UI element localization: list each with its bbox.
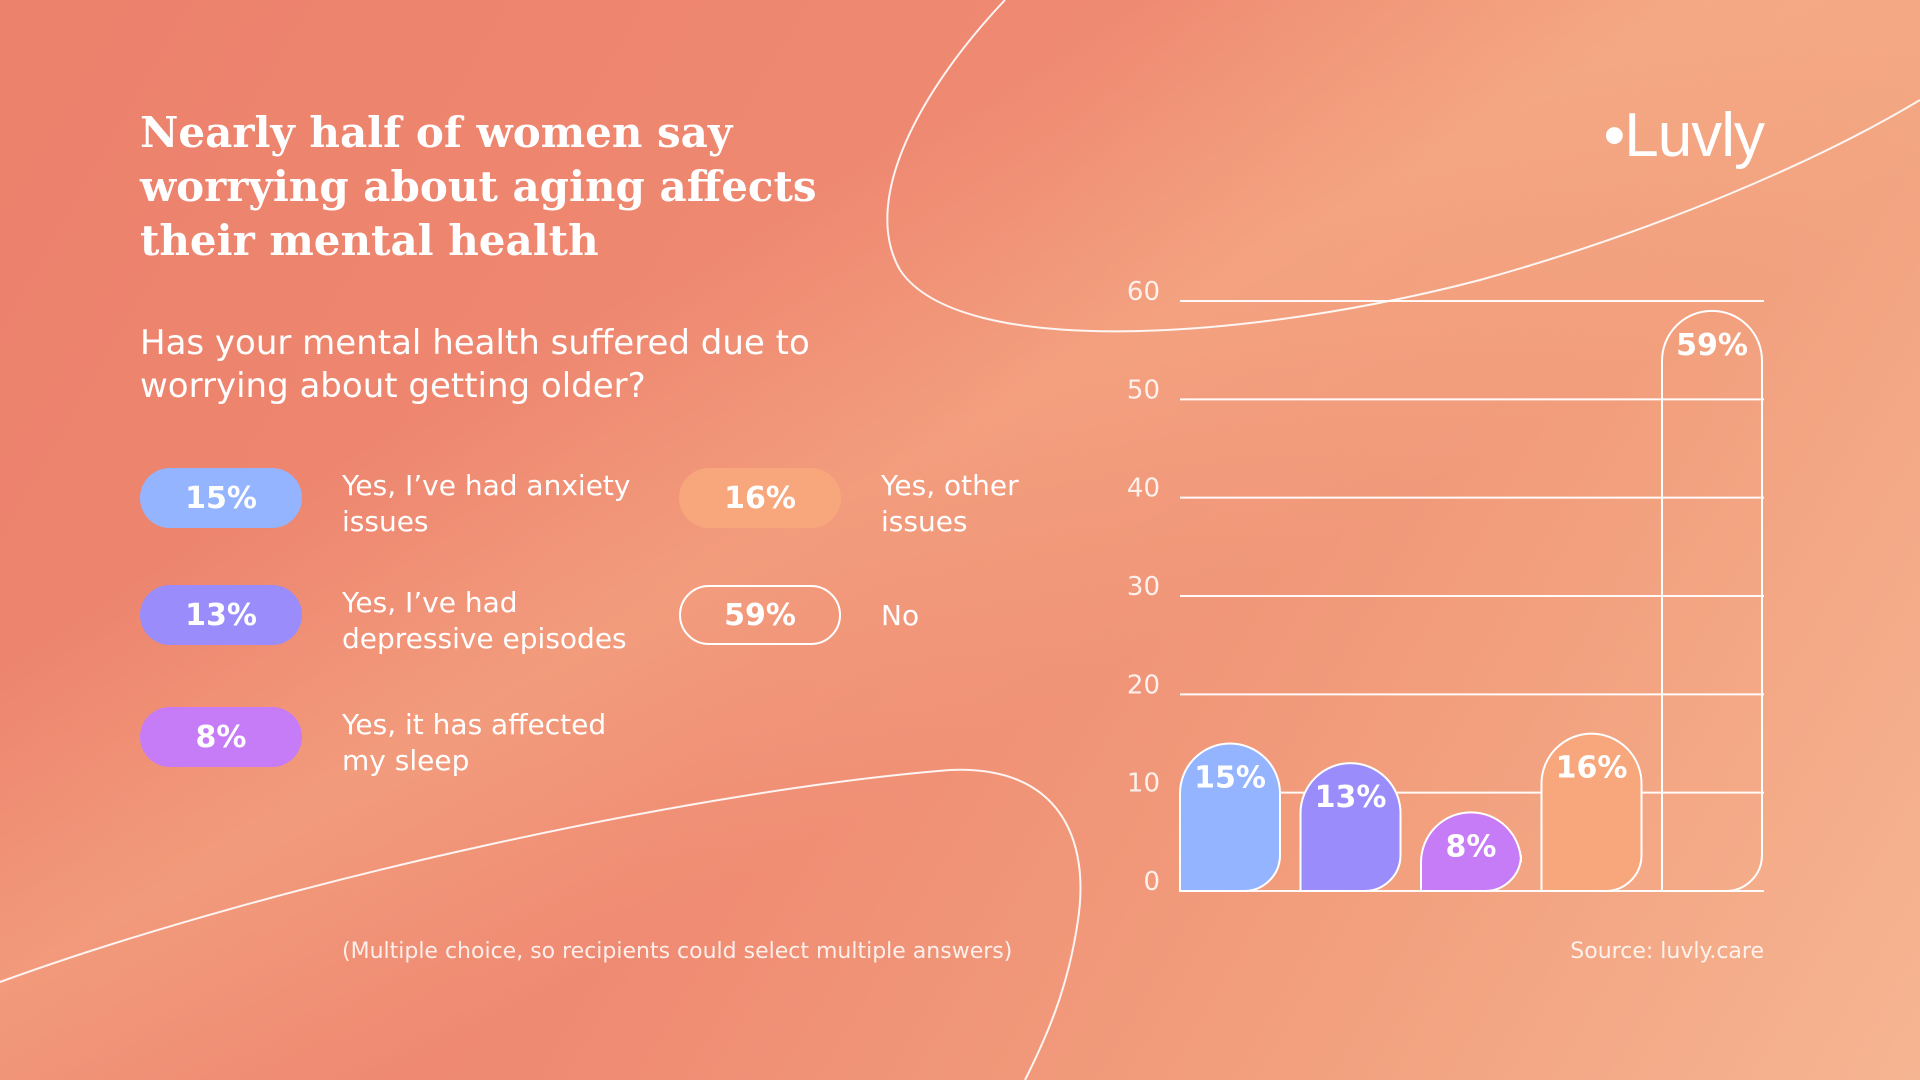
bar-label-4: 59%: [1676, 328, 1748, 363]
y-tick-label-50: 50: [1127, 375, 1160, 405]
survey-question: Has your mental health suffered due to w…: [140, 323, 810, 406]
legend-label-anxiety: Yes, I’ve had anxiety issues: [342, 469, 631, 538]
legend-label-no: No: [881, 599, 920, 632]
bar-chart: 0 10 20 30 40 50 60 15% 13% 8% 16% 59%: [1127, 277, 1764, 897]
bar-3: [1540, 732, 1643, 892]
legend-pill-other: 16%: [679, 468, 841, 528]
y-tick-label-60: 60: [1127, 277, 1160, 307]
legend-pill-sleep: 8%: [140, 707, 302, 767]
bar-label-1: 13%: [1315, 780, 1387, 815]
source-credit: Source: luvly.care: [1570, 939, 1764, 964]
y-tick-label-40: 40: [1127, 474, 1160, 504]
legend-label-sleep: Yes, it has affected my sleep: [342, 708, 607, 777]
bar-1: [1299, 762, 1402, 892]
footnote: (Multiple choice, so recipients could se…: [342, 939, 1013, 964]
legend-pill-depressive: 13%: [140, 585, 302, 645]
bar-label-2: 8%: [1446, 829, 1497, 864]
y-tick-label-0: 0: [1143, 867, 1160, 897]
y-tick-label-20: 20: [1127, 670, 1160, 700]
legend-label-depressive: Yes, I’ve had depressive episodes: [342, 586, 627, 655]
luvly-logo: •Luvly: [1603, 101, 1765, 170]
bar-label-0: 15%: [1194, 761, 1266, 796]
legend-pill-no: 59%: [679, 585, 841, 645]
page-title: Nearly half of women say worrying about …: [140, 108, 817, 265]
y-tick-label-30: 30: [1127, 572, 1160, 602]
y-tick-label-10: 10: [1127, 769, 1160, 799]
bar-0: [1179, 742, 1281, 892]
legend-pill-anxiety: 15%: [140, 468, 302, 528]
bar-label-3: 16%: [1556, 751, 1628, 786]
bar-4: [1661, 309, 1763, 892]
legend-label-other: Yes, other issues: [881, 469, 1019, 538]
bar-2: [1420, 811, 1522, 892]
